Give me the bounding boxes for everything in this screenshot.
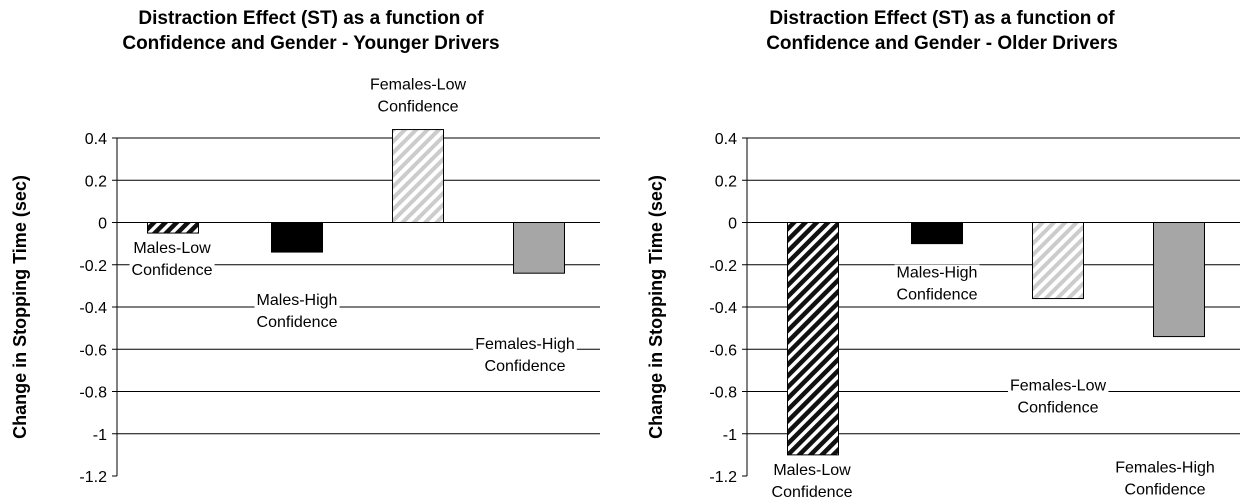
chart-title: Distraction Effect (ST) as a function of…	[640, 6, 1244, 56]
y-tick-label: 0.4	[85, 131, 107, 148]
bar	[271, 222, 323, 253]
bar-label-line: Females-High	[475, 336, 575, 353]
bar-label-background	[769, 461, 855, 501]
y-tick-label: -1.2	[709, 469, 737, 486]
bar	[1032, 222, 1084, 300]
bar	[911, 222, 963, 245]
y-tick-label: 0.4	[715, 131, 737, 148]
bar-label-background	[1007, 377, 1109, 417]
bar-label-line: Confidence	[772, 484, 853, 501]
bar	[787, 222, 839, 456]
bar-label-line: Confidence	[897, 287, 978, 304]
bar-label-line: Females-Low	[370, 77, 466, 94]
y-tick-label: -0.4	[709, 300, 737, 317]
bar-label-background	[473, 336, 577, 376]
bar-label-line: Confidence	[1018, 400, 1099, 417]
bar-label-background	[129, 240, 215, 280]
y-axis-label: Change in Stopping Time (sec)	[10, 175, 30, 439]
older-drivers-chart: Distraction Effect (ST) as a function of…	[640, 0, 1244, 501]
bar-label-line: Females-Low	[1010, 378, 1106, 395]
bar-label-line: Males-Low	[133, 240, 211, 257]
bar	[513, 222, 565, 274]
bar-label: Females-Low Confidence	[1010, 378, 1106, 417]
bar-label-background	[367, 76, 469, 116]
bar-label-background	[894, 264, 980, 304]
bar-label-line: Males-Low	[773, 462, 851, 479]
y-tick-label: -0.6	[709, 342, 737, 359]
bar-label: Females-High Confidence	[1115, 460, 1215, 499]
y-tick-label: -1	[723, 427, 737, 444]
y-tick-label: -0.2	[79, 258, 107, 275]
bar	[1153, 222, 1205, 338]
bar-label-line: Confidence	[132, 262, 213, 279]
bar-label-line: Confidence	[1125, 482, 1206, 499]
bar-label-background	[1113, 459, 1217, 499]
bar-label: Males-Low Confidence	[772, 462, 853, 501]
y-tick-label: 0.2	[85, 173, 107, 190]
y-tick-label: 0	[98, 216, 107, 233]
chart-title: Distraction Effect (ST) as a function of…	[0, 6, 622, 56]
bar-label: Males-Low Confidence	[132, 240, 213, 279]
y-tick-label: 0.2	[715, 173, 737, 190]
bar-label-line: Confidence	[257, 314, 338, 331]
y-tick-label: -0.6	[79, 342, 107, 359]
bar	[147, 222, 199, 234]
y-axis-label: Change in Stopping Time (sec)	[646, 175, 666, 439]
bar	[392, 129, 444, 223]
y-tick-label: -0.4	[79, 300, 107, 317]
bar-label: Females-High Confidence	[475, 336, 575, 375]
y-tick-label: -0.8	[709, 385, 737, 402]
bar-label-line: Confidence	[485, 358, 566, 375]
bar-label-line: Males-High	[897, 265, 978, 282]
older-drivers-plot: 0.4 0.2 0 -0.2 -0.4 -0.6 -0.8 -1 -1.2 Change in S…	[646, 131, 1240, 501]
younger-drivers-plot: 0.4 0.2 0 -0.2 -0.4 -0.6 -0.8 -1 -1.2 Change in S…	[10, 76, 600, 486]
bar-label: Males-High Confidence	[257, 292, 338, 331]
y-tick-label: -0.8	[79, 385, 107, 402]
bar-label: Males-High Confidence	[897, 265, 978, 304]
chart-title-line-1: Distraction Effect (ST) as a function of	[769, 8, 1115, 29]
bar-label-line: Males-High	[257, 292, 338, 309]
chart-title-line-2: Confidence and Gender - Older Drivers	[766, 33, 1118, 54]
bar-label: Females-Low Confidence	[370, 77, 466, 116]
bar-label-line: Confidence	[378, 99, 459, 116]
bar-label-line: Females-High	[1115, 460, 1215, 477]
chart-title-line-2: Confidence and Gender - Younger Drivers	[122, 33, 500, 54]
y-tick-label: 0	[728, 216, 737, 233]
bar-label-background	[254, 292, 340, 332]
younger-drivers-chart: Distraction Effect (ST) as a function of…	[0, 6, 622, 486]
chart-title-line-1: Distraction Effect (ST) as a function of	[138, 8, 484, 29]
y-tick-label: -0.2	[709, 258, 737, 275]
y-tick-label: -1.2	[79, 469, 107, 486]
y-tick-label: -1	[93, 427, 107, 444]
